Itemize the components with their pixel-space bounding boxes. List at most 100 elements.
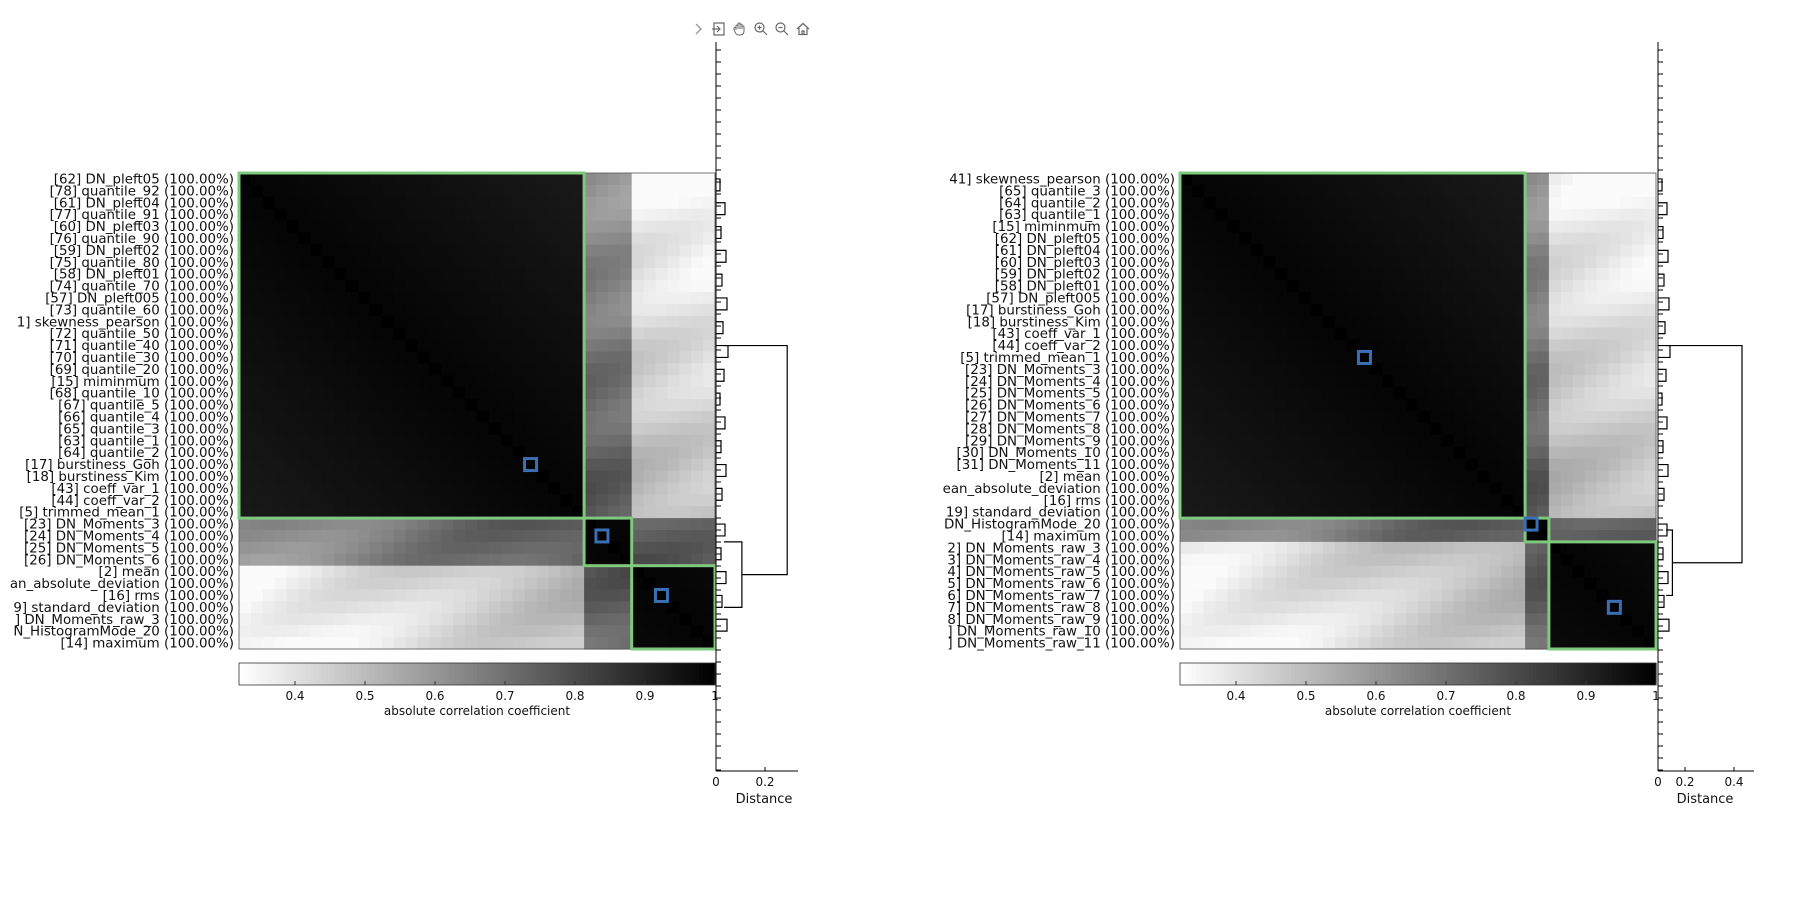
colorbar-step xyxy=(1187,663,1193,685)
heatmap-cell xyxy=(1191,339,1205,353)
heatmap-cell xyxy=(1584,577,1598,591)
cluster-center-marker[interactable] xyxy=(594,528,610,544)
heatmap-cell xyxy=(524,315,538,329)
heatmap-cell xyxy=(1203,470,1217,483)
colorbar-tick-label: 0.7 xyxy=(495,689,514,703)
cluster-center-marker[interactable] xyxy=(1523,516,1539,532)
heatmap-cell xyxy=(346,541,359,555)
cluster-center-marker[interactable] xyxy=(1606,599,1622,615)
heatmap-cell xyxy=(1584,303,1598,317)
heatmap-cell xyxy=(1548,315,1562,329)
heatmap-cell xyxy=(524,422,538,436)
heatmap-cell xyxy=(1548,280,1562,293)
home-icon[interactable] xyxy=(793,18,813,40)
heatmap-cell xyxy=(477,208,490,222)
heatmap-cell xyxy=(1418,601,1431,614)
heatmap-cell xyxy=(358,315,371,329)
heatmap-cell xyxy=(1275,363,1288,376)
heatmap-cell xyxy=(548,518,561,531)
heatmap-cell xyxy=(1560,518,1574,531)
heatmap-cell xyxy=(1203,530,1217,543)
heatmap-cell xyxy=(1537,422,1550,436)
heatmap-cell xyxy=(679,637,692,650)
heatmap-cell xyxy=(1322,494,1336,507)
heatmap-cell xyxy=(262,196,276,210)
colorbar-step xyxy=(544,663,549,685)
heatmap-cell xyxy=(250,637,264,650)
heatmap-cell xyxy=(524,280,538,293)
heatmap-cell xyxy=(655,244,668,257)
heatmap-cell xyxy=(358,577,371,591)
heatmap-cell xyxy=(286,565,300,579)
heatmap-cell xyxy=(1406,351,1419,364)
heatmap-cell xyxy=(1203,244,1217,257)
heatmap-cell xyxy=(310,327,323,341)
zoom-out-icon[interactable] xyxy=(772,18,792,40)
heatmap-cell xyxy=(298,173,311,186)
heatmap-cell xyxy=(631,482,645,495)
colorbar-step xyxy=(242,663,248,685)
heatmap-cell xyxy=(465,601,478,614)
heatmap-cell xyxy=(334,351,347,364)
colorbar-step xyxy=(1295,663,1300,685)
colorbar-step xyxy=(469,663,474,685)
heatmap-cell xyxy=(274,256,288,269)
cluster-center-marker[interactable] xyxy=(523,457,539,473)
heatmap-cell xyxy=(1513,494,1526,507)
heatmap-cell xyxy=(1322,482,1336,495)
heatmap-cell xyxy=(1287,399,1300,412)
heatmap-cell xyxy=(1465,387,1479,400)
heatmap-cell xyxy=(631,327,645,341)
heatmap-cell xyxy=(1239,565,1252,579)
heatmap-cell xyxy=(1453,268,1467,281)
heatmap-cell xyxy=(346,232,359,245)
export-icon[interactable] xyxy=(709,18,729,40)
heatmap-cell xyxy=(703,327,716,341)
heatmap-cell xyxy=(1477,470,1490,483)
heatmap-cell xyxy=(607,315,621,329)
heatmap-cell xyxy=(1453,565,1467,579)
heatmap-cell xyxy=(1429,232,1443,245)
cluster-center-marker[interactable] xyxy=(1356,349,1372,365)
heatmap-cell xyxy=(1227,387,1241,400)
heatmap-cell xyxy=(477,601,490,614)
heatmap-cell xyxy=(405,589,419,602)
heatmap-cell xyxy=(1418,244,1431,257)
heatmap-cell xyxy=(596,220,609,234)
heatmap-cell xyxy=(1203,434,1217,448)
heatmap-cell xyxy=(1584,184,1598,198)
heatmap-cell xyxy=(1263,256,1276,269)
heatmap-cell xyxy=(310,387,323,400)
colorbar-step xyxy=(619,663,625,685)
heatmap-cell xyxy=(250,434,264,448)
heatmap-cell xyxy=(358,494,371,507)
heatmap-cell xyxy=(1513,530,1526,543)
pan-icon[interactable] xyxy=(730,18,750,40)
heatmap-cell xyxy=(1406,375,1419,388)
heatmap-cell xyxy=(381,530,395,543)
heatmap-cell xyxy=(1596,232,1609,245)
heatmap-cell xyxy=(1465,292,1479,305)
colorbar-step xyxy=(1497,663,1502,685)
chevron-right-icon[interactable] xyxy=(688,18,708,40)
heatmap-cell xyxy=(1632,577,1645,591)
heatmap-cell xyxy=(286,351,300,364)
colorbar-step xyxy=(1191,663,1197,685)
heatmap-cell xyxy=(1620,470,1633,483)
zoom-in-icon[interactable] xyxy=(751,18,771,40)
heatmap-cell xyxy=(1418,565,1431,579)
heatmap-cell xyxy=(369,351,383,364)
heatmap-cell xyxy=(1334,351,1348,364)
heatmap-cell xyxy=(1584,434,1598,448)
row-label: [25] DN_Moments_5 (100.00%) xyxy=(965,387,1175,402)
heatmap-cell xyxy=(1310,196,1324,210)
heatmap-cell xyxy=(274,422,288,436)
heatmap-cell xyxy=(1180,422,1193,436)
dendrogram-branch xyxy=(1658,202,1668,216)
heatmap-cell xyxy=(548,375,561,388)
heatmap-cell xyxy=(679,327,692,341)
heatmap-cell xyxy=(1620,363,1633,376)
cluster-center-marker[interactable] xyxy=(653,587,669,603)
heatmap-cell xyxy=(1394,482,1407,495)
heatmap-cell xyxy=(667,613,680,626)
